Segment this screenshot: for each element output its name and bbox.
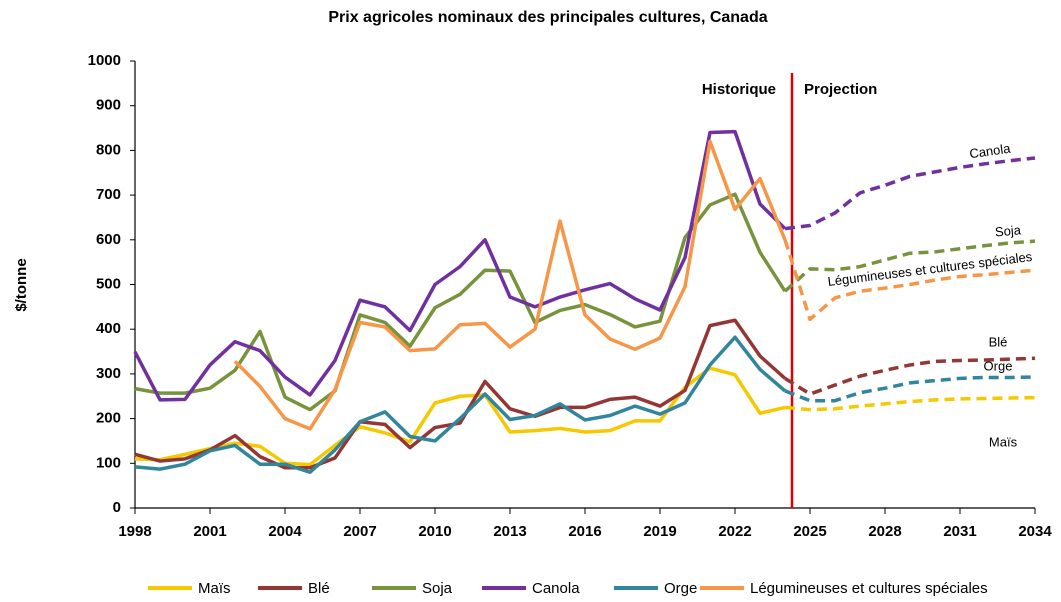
line-annotation: Canola (968, 141, 1012, 162)
x-tick-label: 1998 (118, 523, 151, 540)
line-annotation: Blé (989, 334, 1008, 349)
line-annotation: Légumineuses et cultures spéciales (827, 249, 1034, 289)
legend-label: Maïs (198, 580, 231, 597)
x-tick-label: 2028 (868, 523, 901, 540)
projection-line (784, 156, 1036, 231)
x-tick-label: 2019 (643, 523, 676, 540)
y-tick-label: 600 (96, 231, 121, 248)
legend-label: Soja (422, 580, 453, 597)
y-tick-label: 0 (113, 499, 121, 516)
projection-line (784, 356, 1036, 396)
projection-line (784, 395, 1036, 412)
series-line (134, 335, 787, 474)
y-tick-label: 400 (96, 320, 121, 337)
x-tick-label: 2013 (493, 523, 526, 540)
line-annotation: Orge (984, 358, 1013, 373)
series-line (133, 129, 787, 402)
x-tick-label: 2001 (193, 523, 226, 540)
legend-label: Canola (532, 580, 580, 597)
x-tick-label: 2025 (793, 523, 826, 540)
x-tick-label: 2016 (568, 523, 601, 540)
x-tick-label: 2031 (943, 523, 976, 540)
y-tick-label: 1000 (88, 52, 121, 69)
chart-title: Prix agricoles nominaux des principales … (328, 9, 767, 26)
y-tick-label: 900 (96, 97, 121, 114)
period-label: Historique (702, 81, 776, 98)
series-line (233, 139, 787, 431)
line-annotation: Soja (994, 222, 1022, 239)
y-tick-label: 100 (96, 454, 121, 471)
y-tick-label: 700 (96, 186, 121, 203)
y-tick-label: 200 (96, 410, 121, 427)
projection-line (784, 375, 1036, 403)
series-line (134, 318, 787, 470)
x-tick-label: 2034 (1018, 523, 1052, 540)
period-label: Projection (804, 81, 877, 98)
legend-label: Légumineuses et cultures spéciales (750, 580, 988, 597)
projection-line (783, 239, 1036, 322)
x-tick-label: 2010 (418, 523, 451, 540)
line-annotation: Maïs (989, 434, 1018, 449)
y-axis-label: $/tonne (13, 258, 30, 311)
y-tick-label: 800 (96, 141, 121, 158)
legend-label: Blé (308, 580, 330, 597)
x-tick-label: 2004 (268, 523, 302, 540)
y-tick-label: 500 (96, 275, 121, 292)
x-tick-label: 2022 (718, 523, 751, 540)
projection-line (783, 239, 1036, 293)
x-tick-label: 2007 (343, 523, 376, 540)
series-line (134, 192, 787, 412)
legend-label: Orge (664, 580, 697, 597)
y-tick-label: 300 (96, 365, 121, 382)
